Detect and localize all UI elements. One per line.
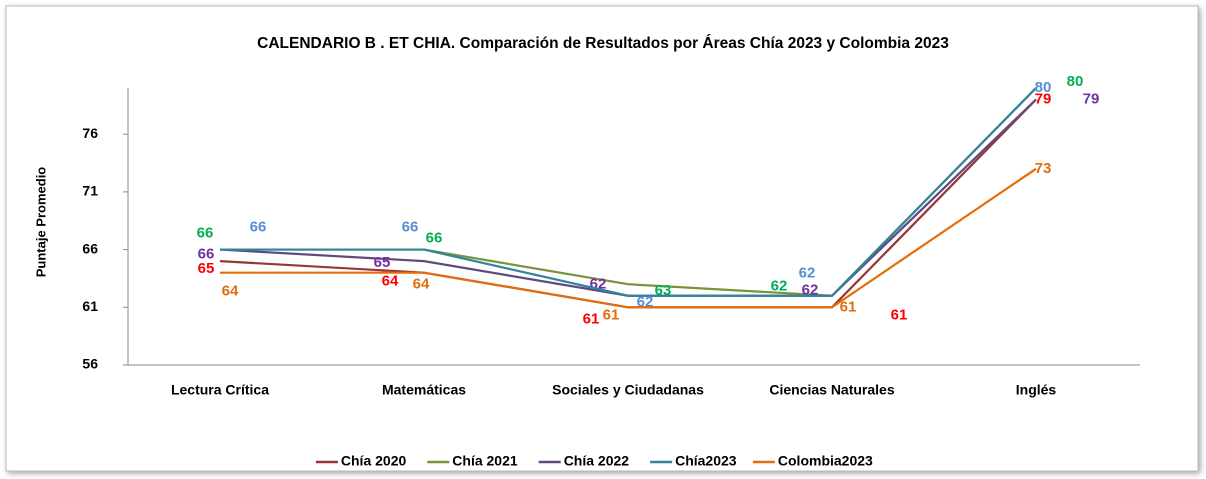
x-tick-label: Ciencias Naturales: [769, 382, 894, 398]
data-label: 66: [402, 219, 419, 236]
x-tick-label: Inglés: [1016, 382, 1057, 398]
legend-label: Chía2023: [675, 453, 737, 469]
legend-label: Chía 2020: [341, 453, 407, 469]
x-tick-label: Sociales y Ciudadanas: [552, 382, 704, 398]
chart-frame: [5, 5, 1199, 472]
data-label: 65: [198, 260, 215, 277]
legend-label: Chía 2022: [564, 453, 630, 469]
x-tick-label: Lectura Crítica: [171, 382, 269, 398]
data-label: 61: [583, 310, 600, 327]
data-label: 64: [382, 273, 399, 290]
y-axis-title: Puntaje Promedio: [33, 167, 48, 278]
data-label: 79: [1083, 91, 1100, 108]
data-label: 80: [1067, 73, 1084, 90]
y-tick-label: 56: [82, 356, 98, 372]
data-label: 66: [197, 225, 214, 242]
y-tick-label: 61: [82, 298, 98, 314]
data-label: 61: [840, 298, 857, 315]
x-tick-label: Matemáticas: [382, 382, 466, 398]
y-tick-label: 71: [82, 183, 98, 199]
y-tick-label: 66: [82, 240, 98, 256]
data-label: 79: [1035, 91, 1052, 108]
data-label: 62: [771, 278, 788, 295]
data-label: 64: [413, 276, 430, 293]
y-tick-label: 76: [82, 125, 98, 141]
series-line: [220, 87, 1037, 297]
data-label: 80: [1035, 79, 1052, 96]
data-label: 62: [799, 265, 816, 282]
data-label: 66: [198, 246, 215, 263]
legend-label: Chía 2021: [452, 453, 518, 469]
data-label: 62: [802, 282, 819, 299]
chart-title: CALENDARIO B . ET CHIA. Comparación de R…: [257, 35, 949, 52]
legend-label: Colombia2023: [778, 453, 873, 469]
data-label: 64: [222, 283, 239, 300]
data-label: 66: [250, 219, 267, 236]
data-label: 61: [891, 306, 908, 323]
series-line: [220, 167, 1037, 309]
data-label: 73: [1035, 160, 1052, 177]
data-label: 61: [603, 306, 620, 323]
data-label: 66: [426, 230, 443, 247]
data-label: 65: [374, 254, 391, 271]
